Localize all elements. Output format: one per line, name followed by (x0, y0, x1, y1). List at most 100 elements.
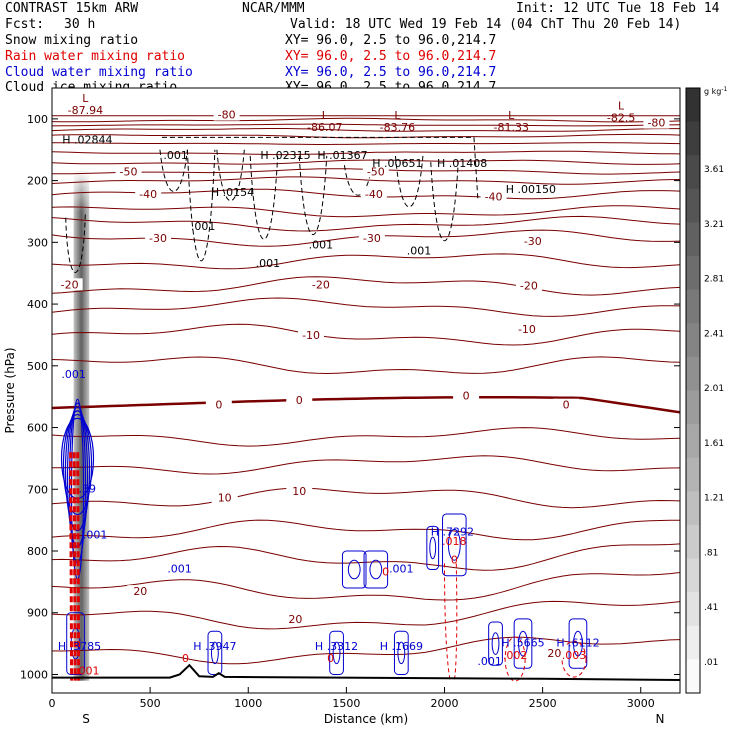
colorbar-segment (686, 356, 700, 391)
temp-label: 0 (215, 399, 222, 412)
temp-contour (51, 427, 681, 447)
temp-contour (51, 323, 681, 346)
colorbar-segment (686, 188, 700, 223)
snow-label: .001 (407, 245, 432, 258)
rain-contour (504, 636, 526, 682)
colorbar-unit-exponent: -1 (721, 86, 727, 93)
snow-label: .001 (163, 149, 188, 162)
temp-contour (51, 123, 681, 127)
colorbar-segment (686, 424, 700, 459)
y-tick-label: 600 (27, 422, 48, 435)
temp-min-value: -82.5 (607, 112, 635, 125)
field-cloudwater-xy: XY= 96.0, 2.5 to 96.0,214.7 (285, 65, 497, 80)
temp-label: 10 (292, 485, 306, 498)
cloud-contour (341, 550, 367, 589)
temp-label-bg (135, 188, 162, 201)
colorbar-label: 1.61 (704, 439, 724, 449)
temp-min-mark: L (322, 109, 329, 122)
x-tick-label: 1000 (234, 697, 262, 710)
colorbar-segment (686, 222, 700, 257)
temp-contour (51, 128, 680, 132)
field-rain-xy: XY= 96.0, 2.5 to 96.0,214.7 (285, 49, 497, 64)
field-snow-name: Snow mixing ratio (5, 33, 139, 48)
colorbar-segment (686, 289, 700, 324)
cloud-contour (426, 525, 440, 571)
temp-contour (51, 117, 681, 123)
colorbar-label: .41 (704, 603, 718, 613)
colorbar-segment (686, 491, 700, 526)
cloud-label: .001 (83, 529, 108, 542)
snow-label: H .0154 (211, 186, 254, 199)
rain-label: .003 (562, 649, 587, 662)
temp-min-mark: L (508, 109, 515, 122)
y-tick-label: 100 (27, 113, 48, 126)
temp-label-bg (553, 398, 580, 411)
temp-contour (51, 487, 681, 509)
snow-contour (249, 155, 279, 240)
temp-min-value: -81.33 (493, 121, 528, 134)
temp-contour (51, 276, 681, 296)
temp-contour (51, 297, 681, 317)
snow-label: H .02844 (62, 134, 112, 147)
cloud-label: .39 (79, 482, 97, 495)
rain-contour (444, 563, 451, 681)
snow-contour (186, 149, 216, 262)
cloud-label: .001 (477, 655, 502, 668)
temp-label: -30 (524, 235, 542, 248)
temp-contour (51, 356, 681, 375)
rain-label: 0 (382, 566, 389, 579)
cloud-label: H .6112 (556, 637, 599, 650)
temp-contour (52, 142, 681, 145)
cloud-contour (513, 618, 533, 669)
temp-label-bg (286, 393, 313, 406)
valid-time: Valid: 18 UTC Wed 19 Feb 14 (04 ChT Thu … (290, 17, 682, 32)
temp-label: -80 (218, 109, 236, 122)
colorbar-label: .81 (704, 548, 718, 558)
colorbar-frame (685, 87, 701, 694)
temp-label-bg (115, 165, 142, 178)
y-tick-label: 200 (27, 175, 48, 188)
x-tick-label: 0 (49, 697, 56, 710)
colorbar-segment (686, 155, 700, 190)
plot-frame (51, 87, 681, 694)
colorbar-segment (686, 659, 700, 694)
snow-contour (430, 162, 459, 242)
plot-background (52, 88, 680, 693)
colorbar-segment (686, 88, 700, 123)
colorbar-segment (686, 457, 700, 492)
temp-label: -30 (149, 232, 167, 245)
colorbar-segment (686, 625, 700, 660)
cloud-contour (568, 618, 588, 669)
temp-label: -30 (363, 232, 381, 245)
temp-contour (51, 253, 681, 270)
colorbar-label: 3.61 (704, 165, 724, 175)
temp-label: 20 (288, 613, 302, 626)
colorbar-segment (686, 323, 700, 358)
y-axis-title: Pressure (hPa) (3, 347, 17, 433)
temp-contour (51, 215, 681, 232)
snow-label: H .01408 (437, 157, 487, 170)
y-tick-label: 1000 (20, 668, 48, 681)
colorbar-segment (686, 121, 700, 156)
terrain-line (52, 663, 681, 681)
temp-label: -40 (139, 188, 157, 201)
temp-contour (51, 176, 681, 185)
temp-label-bg (541, 646, 568, 659)
snow-label: .001 (256, 257, 281, 270)
y-tick-label: 800 (27, 545, 48, 558)
cloud-contour (369, 559, 383, 580)
temp-min-value: -87.94 (68, 104, 103, 117)
snow-contour (159, 149, 188, 192)
cloud-label: H .3312 (315, 640, 358, 653)
temp-label: -20 (520, 280, 538, 293)
temp-label-bg (282, 612, 309, 625)
field-rain-name: Rain water mixing ratio (5, 49, 186, 64)
temp-contour (51, 205, 681, 218)
cloud-label: .001 (61, 368, 86, 381)
snow-contour (394, 155, 424, 208)
colorbar-segment (686, 592, 700, 627)
cloud-contour (429, 536, 437, 560)
cloud-label: H .1669 (380, 640, 423, 653)
cloud-label: H .5665 (501, 637, 544, 650)
